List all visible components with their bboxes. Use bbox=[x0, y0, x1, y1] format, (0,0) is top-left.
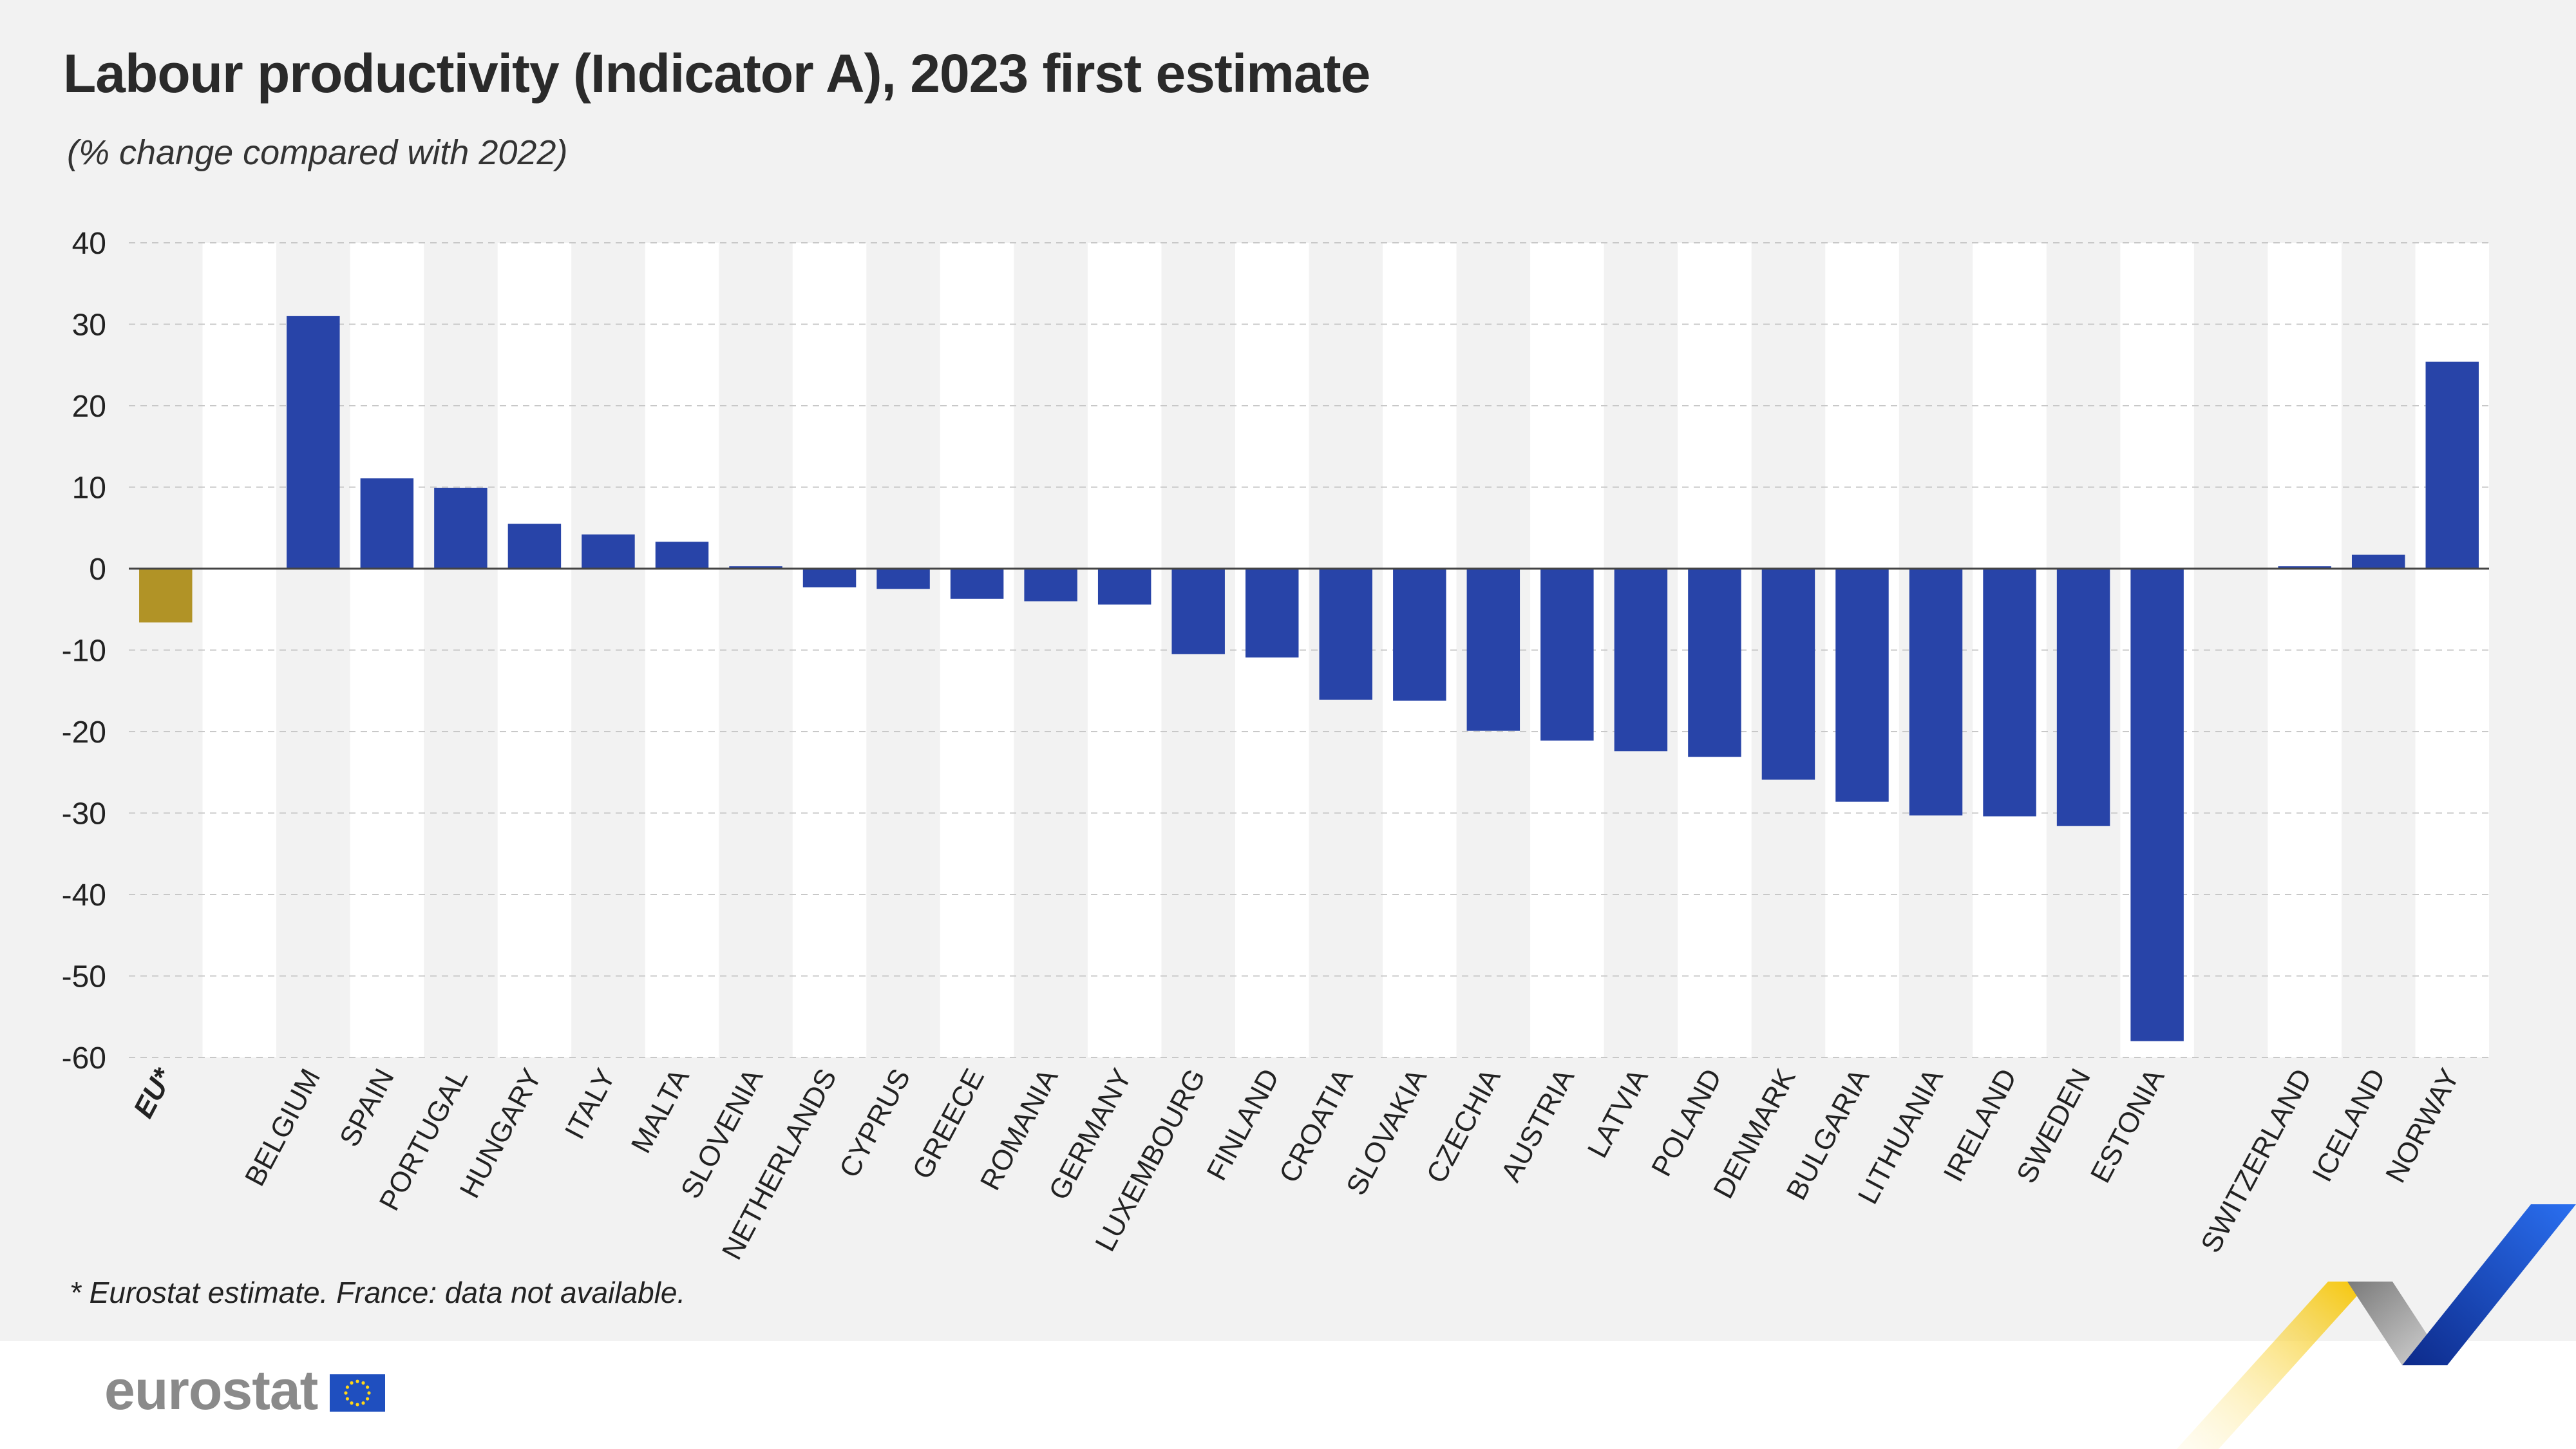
bar-cyprus bbox=[876, 569, 930, 589]
x-tick-label: ICELAND bbox=[2306, 1064, 2392, 1187]
y-tick-label: -40 bbox=[62, 878, 106, 913]
bar-switzerland bbox=[2278, 566, 2331, 569]
bar-slovenia bbox=[729, 566, 782, 569]
y-tick-label: -50 bbox=[62, 960, 106, 994]
bar-netherlands bbox=[802, 569, 857, 588]
y-tick-label: -10 bbox=[62, 634, 106, 668]
bar-greece bbox=[950, 569, 1004, 599]
x-tick-label: ITALY bbox=[559, 1064, 622, 1144]
bar-malta bbox=[655, 542, 709, 569]
x-tick-label: BELGIUM bbox=[239, 1064, 327, 1191]
bar-sweden bbox=[2056, 569, 2110, 826]
bar-germany bbox=[1097, 569, 1151, 605]
x-tick-label: MALTA bbox=[625, 1063, 696, 1158]
y-tick-label: 0 bbox=[89, 553, 106, 587]
bar-poland bbox=[1688, 569, 1741, 757]
bar-ireland bbox=[1983, 569, 2036, 817]
bar-iceland bbox=[2351, 554, 2405, 569]
y-tick-label: -30 bbox=[62, 797, 106, 831]
bar-chart: 40 30 20 10 0 -10 -20 -30 -40 -50 -60 EU* BELGIUM SP… bbox=[62, 227, 2489, 1265]
bar-spain bbox=[360, 478, 414, 569]
bar-eu bbox=[139, 569, 193, 623]
bar-hungary bbox=[507, 524, 562, 569]
chart-subtitle: (% change compared with 2022) bbox=[67, 133, 568, 172]
y-tick-label: 20 bbox=[72, 390, 106, 424]
chart-title: Labour productivity (Indicator A), 2023 … bbox=[63, 43, 1370, 104]
bar-romania bbox=[1024, 569, 1077, 601]
x-tick-label: LATVIA bbox=[1582, 1063, 1654, 1163]
x-tick-label: SPAIN bbox=[334, 1064, 401, 1152]
footnote: * Eurostat estimate. France: data not av… bbox=[70, 1276, 686, 1309]
bar-norway bbox=[2425, 361, 2479, 569]
bars bbox=[139, 316, 2479, 1041]
y-tick-label: 30 bbox=[72, 308, 106, 343]
x-tick-label: FINLAND bbox=[1200, 1064, 1285, 1186]
eurostat-logo: eurostat bbox=[104, 1359, 318, 1421]
bar-belgium bbox=[287, 316, 340, 569]
bar-italy bbox=[582, 534, 635, 569]
x-tick-label: NORWAY bbox=[2380, 1064, 2466, 1188]
x-tick-label: CROATIA bbox=[1273, 1063, 1359, 1188]
x-tick-label: POLAND bbox=[1645, 1064, 1728, 1182]
y-tick-label: -60 bbox=[62, 1041, 106, 1075]
x-tick-label: GREECE bbox=[906, 1064, 990, 1184]
bar-slovakia bbox=[1393, 569, 1446, 701]
bar-estonia bbox=[2130, 569, 2184, 1041]
bar-czechia bbox=[1466, 569, 1520, 731]
bar-bulgaria bbox=[1835, 569, 1889, 802]
bar-austria bbox=[1540, 569, 1594, 741]
footer-band bbox=[0, 1341, 2576, 1449]
x-tick-label: AUSTRIA bbox=[1495, 1063, 1580, 1187]
decorative-chevrons bbox=[2177, 1204, 2576, 1449]
x-tick-label: SWEDEN bbox=[2011, 1064, 2097, 1189]
bar-latvia bbox=[1614, 569, 1668, 752]
bar-denmark bbox=[1761, 569, 1815, 780]
column-stripe bbox=[645, 243, 719, 1057]
x-tick-label: EU* bbox=[128, 1063, 180, 1123]
x-tick-label: CZECHIA bbox=[1421, 1063, 1507, 1188]
y-tick-label: -20 bbox=[62, 715, 106, 750]
bar-finland bbox=[1245, 569, 1299, 658]
eu-flag-icon bbox=[330, 1374, 385, 1412]
y-tick-label: 40 bbox=[72, 227, 106, 261]
bar-croatia bbox=[1319, 569, 1372, 700]
x-tick-label: CYPRUS bbox=[833, 1064, 916, 1183]
x-tick-label: ESTONIA bbox=[2085, 1063, 2171, 1188]
y-tick-label: 10 bbox=[72, 471, 106, 506]
bar-luxembourg bbox=[1171, 569, 1225, 654]
x-tick-label: IRELAND bbox=[1938, 1064, 2023, 1187]
column-stripe bbox=[2268, 243, 2342, 1057]
y-axis-ticks: 40 30 20 10 0 -10 -20 -30 -40 -50 -60 bbox=[62, 227, 106, 1075]
bar-lithuania bbox=[1909, 569, 1963, 816]
bar-portugal bbox=[434, 488, 488, 569]
